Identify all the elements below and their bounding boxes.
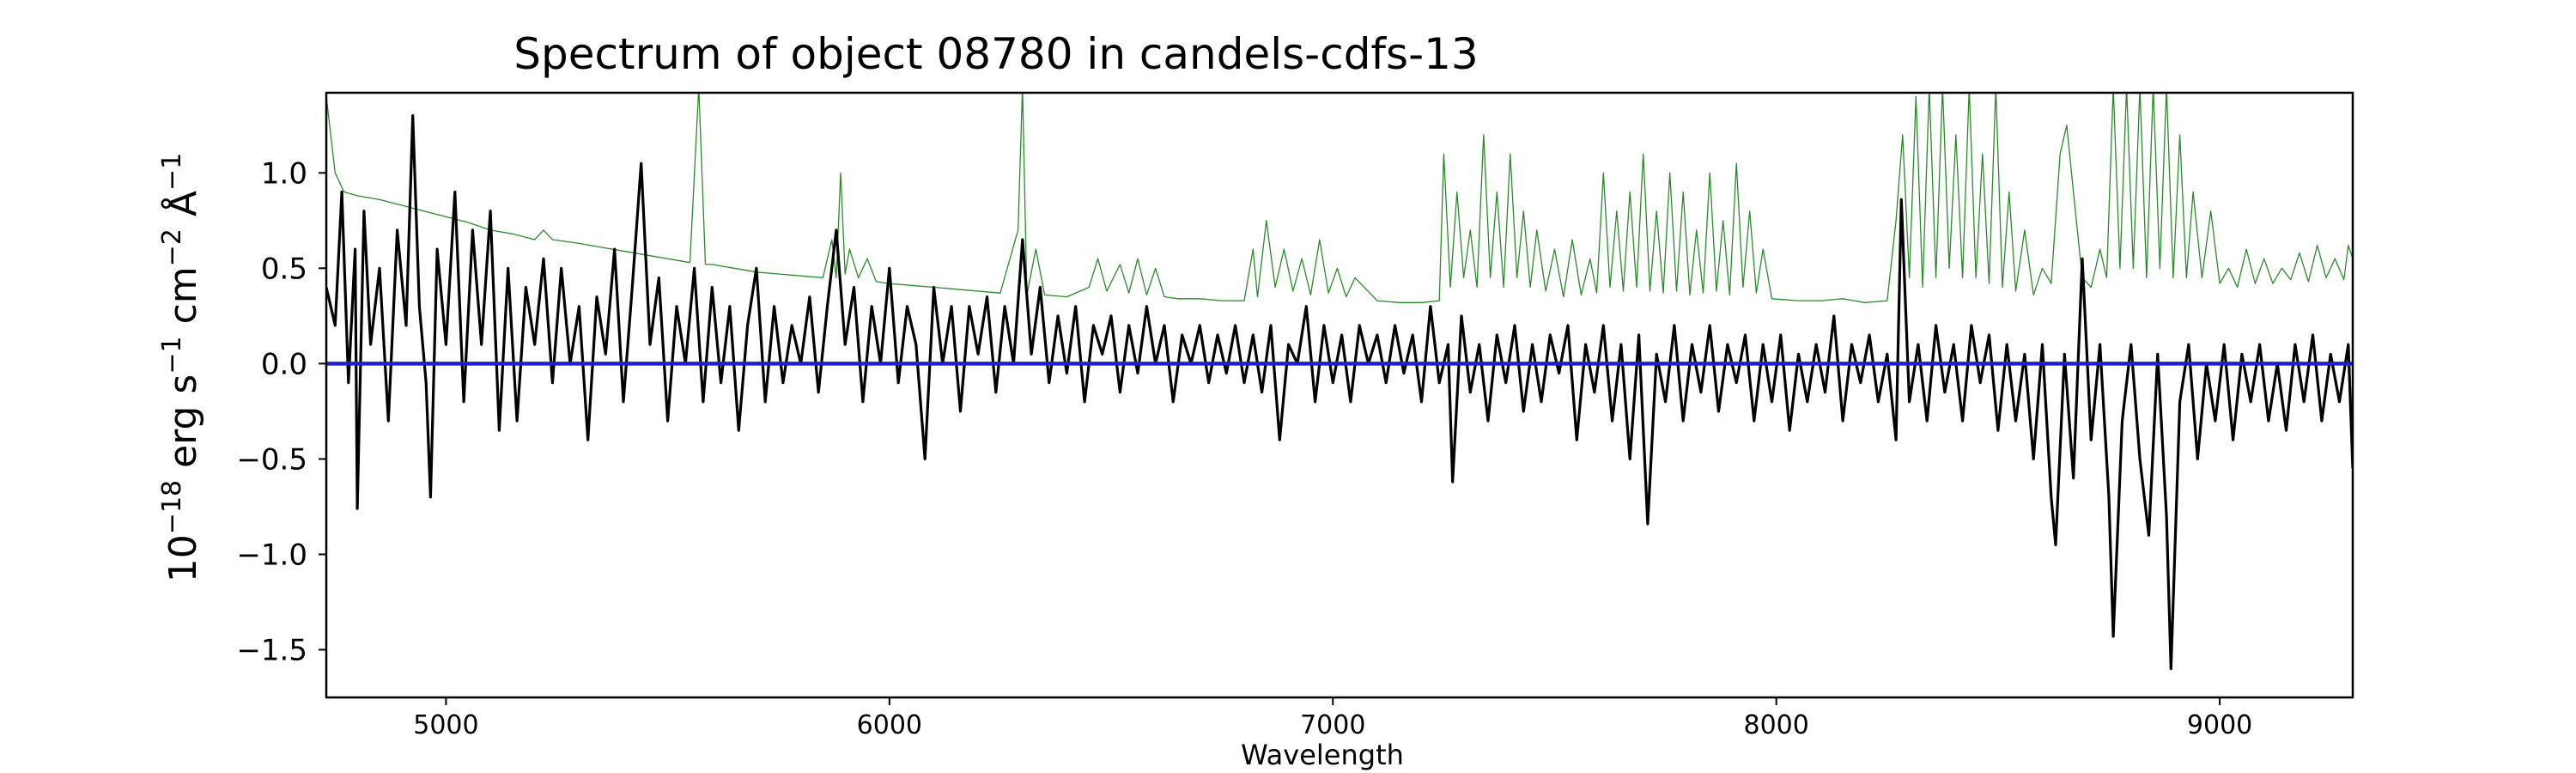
y-tick-label: −1.5 (236, 633, 307, 667)
x-tick-label: 8000 (1743, 710, 1808, 740)
y-axis-label: 10−18 erg s−1 cm−2 Å−1 (157, 153, 205, 582)
x-tick-label: 5000 (413, 710, 478, 740)
y-label-exp4: −1 (157, 153, 187, 191)
x-tick-label: 9000 (2187, 710, 2252, 740)
plot-area (325, 91, 2354, 699)
y-axis-ticks: −1.5 −1.0 −0.5 0.0 0.5 1.0 (236, 156, 326, 667)
y-tick-label: −0.5 (236, 442, 307, 477)
y-tick-label: 0.5 (261, 252, 307, 286)
x-tick-label: 7000 (1300, 710, 1365, 740)
y-label-exp1: −18 (157, 480, 187, 534)
y-tick-label: −1.0 (236, 538, 307, 572)
x-axis-label: Wavelength (1241, 739, 1404, 771)
error-series-line (326, 93, 2353, 303)
chart-title: Spectrum of object 08780 in candels-cdfs… (513, 29, 1479, 79)
y-label-exp3: −2 (157, 228, 187, 266)
y-label-mid1: erg s (161, 374, 205, 480)
x-tick-label: 6000 (857, 710, 922, 740)
y-label-mid3: Å (160, 191, 205, 228)
y-label-exp2: −1 (157, 336, 187, 374)
y-tick-label: 0.0 (261, 347, 307, 381)
y-label-base: 10 (161, 534, 205, 582)
x-axis-ticks: 5000 6000 7000 8000 9000 (413, 697, 2252, 740)
plot-frame (325, 91, 2354, 699)
y-tick-label: 1.0 (261, 156, 307, 191)
y-label-mid2: cm (161, 266, 205, 336)
flux-series-line (326, 114, 2353, 671)
